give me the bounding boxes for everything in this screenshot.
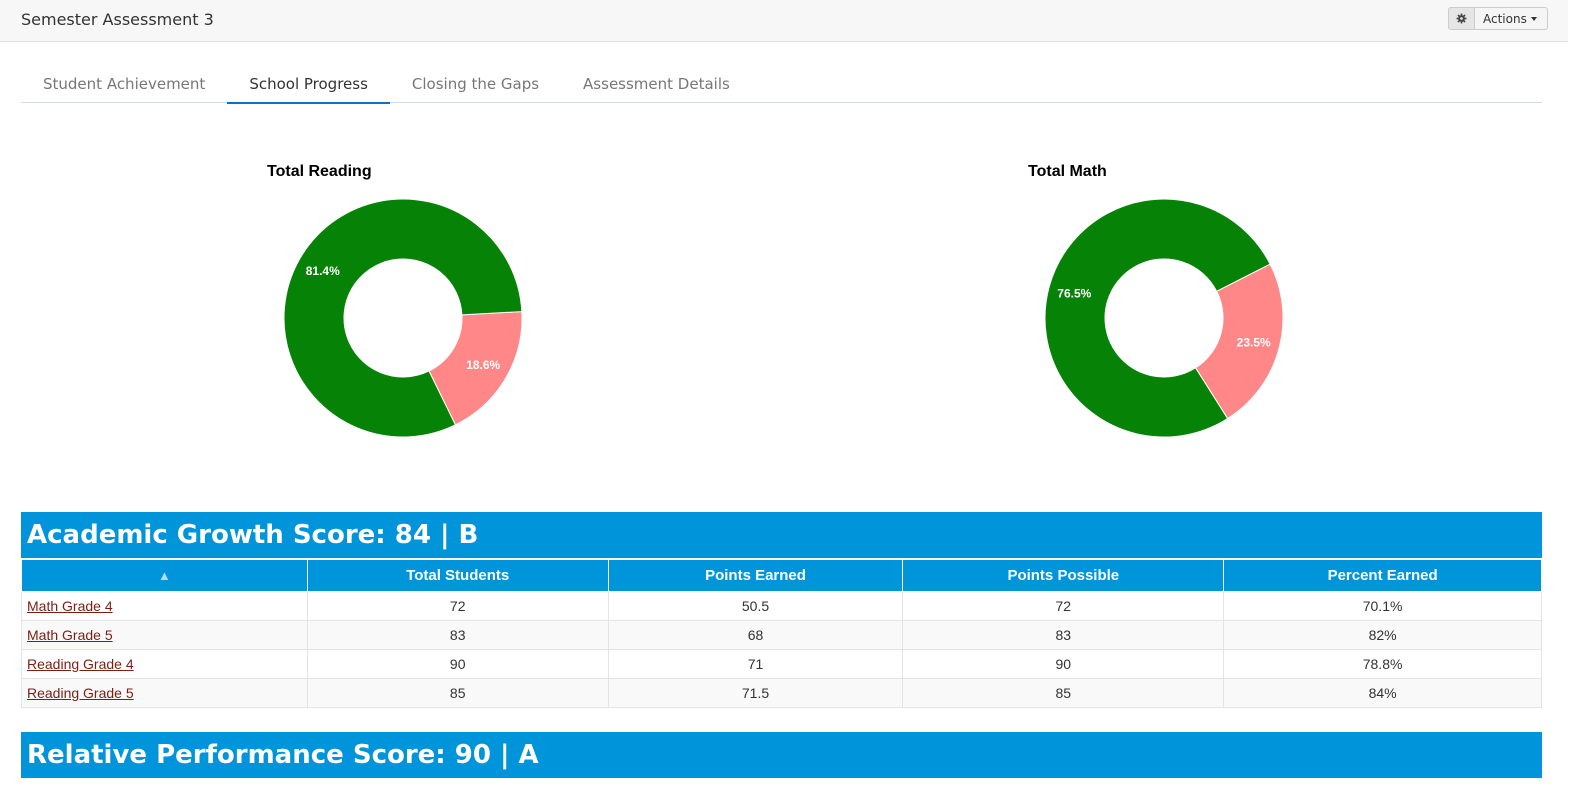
slice-label: 76.5% [1057,286,1091,300]
academic-growth-table: ▲ Total Students Points Earned Points Po… [21,559,1542,708]
chart-title: Total Math [1028,163,1107,180]
actions-button-group: Actions [1448,7,1548,30]
sort-column-header[interactable]: ▲ [21,559,308,592]
donut-slice[interactable] [1194,263,1284,420]
table-cell: 72 [902,591,1225,621]
academic-growth-heading: Academic Growth Score: 84 | B [21,512,1542,558]
slice-label: 23.5% [1237,336,1271,350]
table-cell: 83 [902,620,1225,650]
tab-bar: Student Achievement School Progress Clos… [21,65,1542,104]
math-chart: Total Math 23.5% 76.5% [964,150,1364,450]
table-row: Reading Grade 5 85 71.5 85 84% [21,678,1542,708]
column-header[interactable]: Percent Earned [1223,559,1542,592]
table-cell: 85 [902,678,1225,708]
actions-dropdown-button[interactable]: Actions [1475,7,1548,30]
donut-slice[interactable] [283,198,523,438]
tab-student-achievement[interactable]: Student Achievement [43,75,206,93]
tab-closing-the-gaps[interactable]: Closing the Gaps [411,75,540,93]
chart-title: Total Reading [267,163,372,180]
reading-chart: Total Reading 18.6% 81.4% [203,150,603,450]
table-cell: 84% [1223,678,1542,708]
sort-up-icon: ▲ [157,568,171,583]
table-cell: 90 [902,649,1225,679]
relative-performance-heading: Relative Performance Score: 90 | A [21,732,1542,778]
scrollbar[interactable] [1568,0,1596,793]
table-cell: 85 [306,678,609,708]
table-cell: 71.5 [607,678,904,708]
math-donut-chart: 23.5% 76.5% [1044,198,1284,438]
table-cell: 50.5 [607,591,904,621]
table-header-row: ▲ Total Students Points Earned Points Po… [21,559,1542,592]
table-row: Reading Grade 4 90 71 90 78.8% [21,649,1542,679]
row-link[interactable]: Math Grade 5 [27,627,113,643]
page-header: Semester Assessment 3 Actions [0,0,1568,42]
donut-slice[interactable] [1044,198,1271,438]
table-cell: 71 [607,649,904,679]
gear-icon [1456,13,1467,24]
table-cell: 78.8% [1223,649,1542,679]
reading-donut-chart: 18.6% 81.4% [283,198,523,438]
donut-slice[interactable] [428,311,523,426]
table-cell: 68 [607,620,904,650]
table-cell: 70.1% [1223,591,1542,621]
row-link[interactable]: Reading Grade 5 [27,685,134,701]
slice-label: 81.4% [306,264,340,278]
caret-down-icon [1530,16,1537,21]
table-row: Math Grade 4 72 50.5 72 70.1% [21,591,1542,621]
column-header[interactable]: Total Students [306,559,609,592]
table-cell: 72 [306,591,609,621]
tab-school-progress[interactable]: School Progress [227,65,390,104]
row-link[interactable]: Reading Grade 4 [27,656,134,672]
table-row: Math Grade 5 83 68 83 82% [21,620,1542,650]
tab-assessment-details[interactable]: Assessment Details [583,75,730,93]
actions-label: Actions [1483,11,1527,26]
column-header[interactable]: Points Earned [607,559,904,592]
column-header[interactable]: Points Possible [902,559,1225,592]
slice-label: 18.6% [466,358,500,372]
page-title: Semester Assessment 3 [21,10,214,29]
table-cell: 83 [306,620,609,650]
table-cell: 82% [1223,620,1542,650]
row-link[interactable]: Math Grade 4 [27,598,113,614]
table-cell: 90 [306,649,609,679]
settings-button[interactable] [1448,7,1475,30]
